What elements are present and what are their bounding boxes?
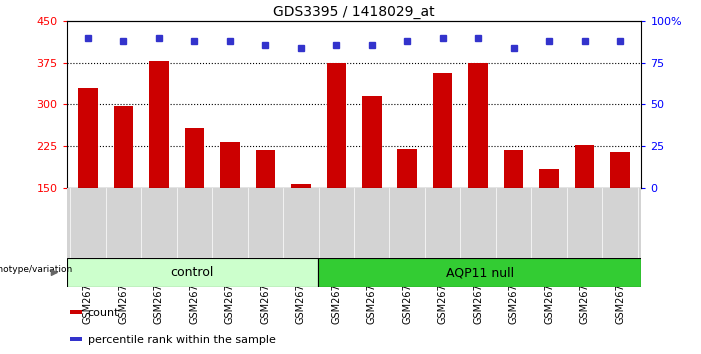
Bar bbox=[114, 106, 133, 188]
Bar bbox=[397, 149, 417, 188]
Text: AQP11 null: AQP11 null bbox=[446, 266, 514, 279]
Title: GDS3395 / 1418029_at: GDS3395 / 1418029_at bbox=[273, 5, 435, 19]
Bar bbox=[220, 142, 240, 188]
Text: control: control bbox=[170, 266, 214, 279]
Bar bbox=[149, 61, 169, 188]
Bar bbox=[611, 152, 630, 188]
Bar bbox=[433, 73, 452, 188]
Text: percentile rank within the sample: percentile rank within the sample bbox=[88, 335, 275, 345]
Bar bbox=[70, 310, 83, 314]
Bar bbox=[70, 337, 83, 341]
Text: count: count bbox=[88, 308, 119, 318]
Bar bbox=[291, 184, 311, 188]
Text: genotype/variation: genotype/variation bbox=[0, 265, 73, 274]
Bar bbox=[468, 63, 488, 188]
Bar bbox=[78, 88, 97, 188]
Bar bbox=[327, 63, 346, 188]
Bar bbox=[504, 150, 524, 188]
Bar bbox=[318, 258, 641, 287]
Bar bbox=[362, 96, 381, 188]
Bar bbox=[539, 169, 559, 188]
Bar bbox=[67, 258, 318, 287]
Bar bbox=[256, 150, 275, 188]
Bar bbox=[184, 128, 204, 188]
Bar bbox=[575, 145, 594, 188]
